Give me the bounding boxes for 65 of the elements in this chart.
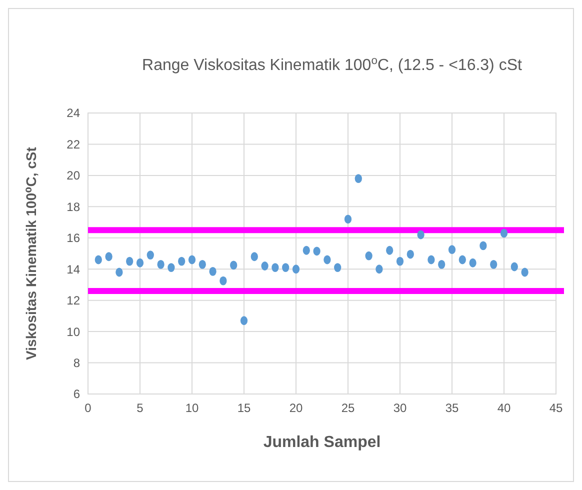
y-tick-label: 10 bbox=[66, 324, 80, 339]
y-tick-label: 16 bbox=[66, 231, 80, 246]
point bbox=[188, 255, 196, 264]
point bbox=[292, 264, 300, 274]
point bbox=[209, 267, 216, 276]
x-tick-label: 45 bbox=[549, 401, 563, 415]
y-axis-title: Viskositas Kinematik 100⁰C, cSt bbox=[23, 146, 39, 360]
point bbox=[386, 246, 394, 255]
point bbox=[354, 174, 362, 184]
y-tick-label: 14 bbox=[66, 262, 80, 276]
point bbox=[428, 255, 435, 264]
y-tick-label: 22 bbox=[66, 137, 80, 152]
point bbox=[324, 255, 331, 264]
point bbox=[126, 256, 134, 266]
point bbox=[168, 263, 175, 272]
y-tick-label: 6 bbox=[73, 387, 80, 402]
y-tick-label: 12 bbox=[66, 294, 80, 308]
point bbox=[313, 246, 320, 256]
point bbox=[438, 260, 446, 269]
point bbox=[157, 260, 164, 269]
point bbox=[178, 256, 186, 266]
point bbox=[116, 268, 123, 277]
point bbox=[261, 262, 268, 270]
x-tick-label: 40 bbox=[497, 401, 511, 415]
point bbox=[490, 260, 498, 269]
point bbox=[282, 263, 290, 272]
x-axis-title: Jumlah Sampel bbox=[263, 434, 381, 451]
point bbox=[272, 263, 279, 272]
x-tick-label: 20 bbox=[289, 401, 303, 415]
y-tick-label: 18 bbox=[66, 200, 80, 214]
point bbox=[448, 245, 456, 254]
point bbox=[521, 268, 528, 277]
point bbox=[230, 260, 238, 270]
chart-title: Range Viskositas Kinematik 100$^{o}$C, (12.5 - <16.3) cSt bbox=[142, 55, 523, 74]
point bbox=[198, 260, 206, 269]
point bbox=[376, 264, 383, 274]
point bbox=[136, 258, 144, 268]
point bbox=[469, 258, 476, 268]
point bbox=[334, 263, 342, 272]
point bbox=[240, 316, 248, 326]
point bbox=[406, 250, 414, 259]
point bbox=[417, 230, 424, 240]
point bbox=[94, 255, 102, 264]
x-tick-label: 30 bbox=[393, 401, 407, 415]
point bbox=[220, 276, 227, 286]
point bbox=[146, 250, 154, 260]
point bbox=[500, 228, 508, 238]
point bbox=[396, 256, 404, 266]
point bbox=[344, 214, 352, 224]
y-tick-label: 24 bbox=[66, 106, 80, 120]
x-tick-label: 5 bbox=[136, 401, 144, 415]
point bbox=[250, 252, 258, 262]
point bbox=[510, 262, 518, 272]
point bbox=[458, 255, 466, 264]
point bbox=[105, 252, 112, 262]
x-tick-label: 10 bbox=[185, 401, 199, 415]
point bbox=[480, 241, 487, 250]
x-tick-label: 0 bbox=[84, 401, 92, 415]
y-tick-label: 8 bbox=[73, 356, 80, 370]
y-tick-label: 20 bbox=[66, 168, 80, 183]
point bbox=[302, 246, 310, 255]
x-tick-label: 35 bbox=[445, 401, 459, 415]
x-tick-label: 15 bbox=[237, 401, 251, 415]
x-tick-label: 25 bbox=[341, 401, 355, 415]
point bbox=[365, 251, 372, 260]
